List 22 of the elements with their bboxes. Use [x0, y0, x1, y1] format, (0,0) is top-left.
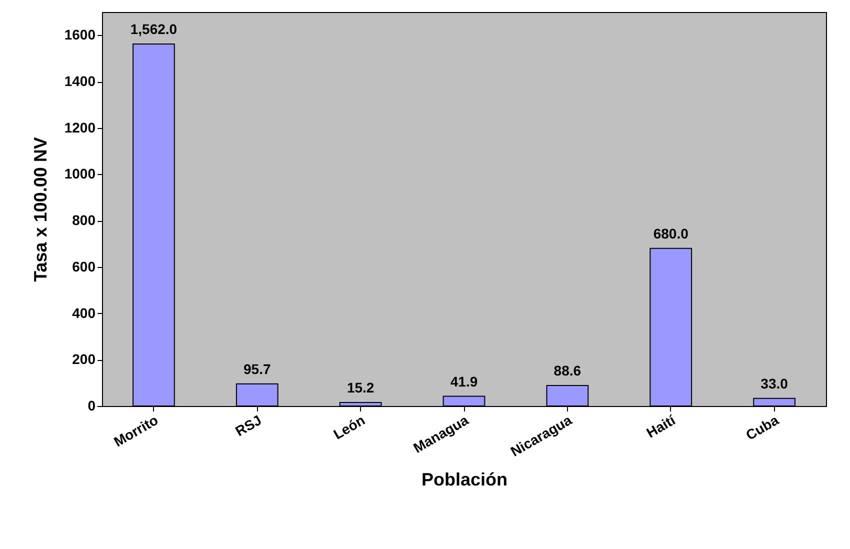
data-label: 680.0 — [653, 225, 689, 242]
x-tick-label: RSJ — [232, 412, 264, 440]
y-tick-label: 1000 — [64, 166, 96, 182]
y-tick-label: 1600 — [64, 26, 96, 43]
data-label: 33.0 — [760, 375, 788, 392]
y-tick-label: 200 — [72, 351, 96, 368]
data-label: 1,562.0 — [130, 20, 178, 37]
y-tick-label: 400 — [72, 304, 96, 321]
data-label: 88.6 — [554, 362, 582, 378]
x-tick-label: Haití — [644, 411, 679, 441]
x-axis-title: Población — [421, 469, 508, 490]
data-label: 95.7 — [244, 360, 271, 377]
y-tick-label: 1200 — [64, 119, 96, 136]
x-tick-label: León — [330, 412, 368, 442]
y-tick-label: 0 — [88, 398, 96, 414]
data-label: 41.9 — [450, 373, 478, 390]
y-tick-label: 600 — [72, 258, 96, 274]
x-tick-label: Cuba — [742, 412, 782, 444]
data-label: 15.2 — [346, 379, 374, 396]
y-axis-title: Tasa x 100.00 NV — [30, 137, 50, 282]
y-tick-label: 1400 — [64, 73, 96, 90]
y-tick-label: 800 — [72, 212, 96, 228]
